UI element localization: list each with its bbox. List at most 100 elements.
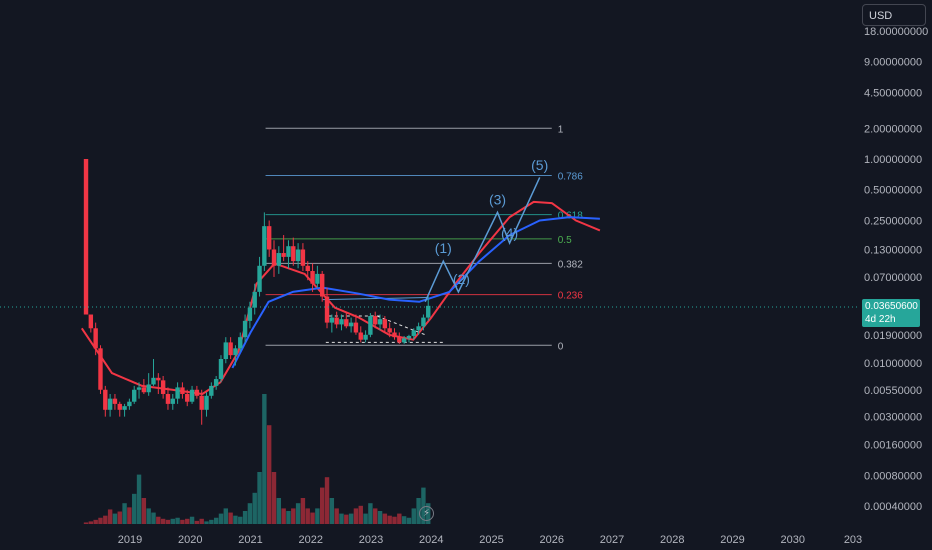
volume-bar bbox=[266, 425, 272, 524]
volume-bar bbox=[185, 518, 190, 524]
lightning-icon[interactable]: ⚡ bbox=[419, 506, 434, 521]
volume-bar bbox=[353, 508, 359, 524]
price-tick-label: 0.13000000 bbox=[864, 244, 922, 256]
volume-bar bbox=[204, 521, 209, 524]
candle-body bbox=[175, 387, 180, 399]
candle-body bbox=[334, 317, 339, 325]
candle-body bbox=[411, 330, 416, 336]
volume-bar bbox=[252, 492, 257, 524]
candle-body bbox=[392, 332, 397, 338]
wave-path bbox=[424, 177, 541, 303]
candle-body bbox=[132, 389, 137, 402]
volume-bar bbox=[286, 511, 291, 524]
fib-level-label: 0.786 bbox=[558, 171, 583, 182]
time-tick-label: 2027 bbox=[600, 534, 624, 546]
volume-bar bbox=[112, 513, 118, 524]
time-axis[interactable]: 2019 2020 2021 2022 2023 2024 2025 2026 2027 2028… bbox=[118, 534, 862, 546]
candle-body bbox=[156, 377, 161, 381]
price-tick-label: 0.00080000 bbox=[864, 470, 922, 482]
time-tick-label: 2020 bbox=[178, 534, 202, 546]
volume-bar bbox=[88, 521, 94, 524]
candle-body bbox=[319, 273, 325, 297]
candle-body bbox=[247, 307, 253, 321]
time-tick-label: 2019 bbox=[118, 534, 142, 546]
candle-body bbox=[368, 316, 373, 335]
price-tick-label: 18.00000000 bbox=[864, 26, 928, 38]
price-axis[interactable]: 18.00000000 9.00000000 4.50000000 2.0000000… bbox=[864, 26, 928, 513]
volume-bar bbox=[199, 518, 204, 524]
time-tick-label: 2030 bbox=[781, 534, 805, 546]
candle-body bbox=[127, 401, 132, 407]
candle-body bbox=[165, 393, 171, 404]
channel-line bbox=[322, 297, 429, 301]
price-tick-label: 0.00300000 bbox=[864, 412, 922, 424]
volume-bars bbox=[83, 394, 431, 524]
volume-bar bbox=[377, 511, 383, 524]
candle-body bbox=[416, 326, 421, 331]
volume-bar bbox=[238, 516, 243, 524]
candle-body bbox=[310, 271, 315, 284]
price-tick-label: 0.50000000 bbox=[864, 185, 922, 197]
candle-body bbox=[185, 393, 190, 402]
candle-body bbox=[358, 332, 363, 340]
candles bbox=[83, 159, 431, 425]
candle-body bbox=[242, 320, 248, 338]
volume-bar bbox=[194, 520, 200, 524]
volume-bar bbox=[156, 516, 161, 524]
candle-body bbox=[300, 249, 306, 266]
price-tick-label: 0.07000000 bbox=[864, 272, 922, 284]
candle-body bbox=[194, 389, 200, 396]
price-tick-label: 1.00000000 bbox=[864, 154, 922, 166]
time-tick-label: 2029 bbox=[720, 534, 744, 546]
candle-body bbox=[160, 380, 166, 394]
volume-bar bbox=[295, 503, 301, 524]
candle-body bbox=[136, 387, 142, 390]
volume-bar bbox=[373, 508, 378, 524]
candle-body bbox=[387, 328, 392, 333]
volume-bar bbox=[165, 519, 171, 524]
current-price-tag: 0.03650600 4d 22h bbox=[862, 299, 920, 327]
candle-body bbox=[107, 398, 113, 410]
price-tick-label: 0.01000000 bbox=[864, 358, 922, 370]
ma-red-line bbox=[80, 200, 601, 395]
time-tick-label: 2022 bbox=[299, 534, 323, 546]
time-tick-label: 2021 bbox=[238, 534, 262, 546]
volume-bar bbox=[339, 513, 344, 524]
price-tick-label: 2.00000000 bbox=[864, 123, 922, 135]
volume-bar bbox=[387, 515, 392, 524]
volume-bar bbox=[334, 508, 339, 524]
wave-label: (4) bbox=[501, 225, 518, 241]
volume-bar bbox=[397, 513, 402, 524]
volume-bar bbox=[416, 498, 421, 524]
volume-bar bbox=[368, 503, 373, 524]
volume-bar bbox=[363, 513, 368, 524]
candle-body bbox=[213, 379, 219, 386]
volume-bar bbox=[151, 512, 156, 524]
currency-button[interactable]: USD bbox=[862, 4, 926, 26]
candle-body bbox=[382, 319, 388, 329]
candle-body bbox=[233, 348, 238, 356]
candle-body bbox=[151, 377, 156, 385]
volume-bar bbox=[93, 519, 98, 524]
candle-body bbox=[223, 342, 228, 360]
time-tick-label: 2023 bbox=[359, 534, 383, 546]
candle-body bbox=[189, 389, 195, 402]
candle-body bbox=[397, 337, 402, 343]
volume-bar bbox=[83, 522, 89, 524]
candle-body bbox=[83, 159, 89, 315]
candle-body bbox=[204, 395, 209, 410]
fib-level-label: 0.236 bbox=[558, 291, 583, 302]
time-tick-label: 2024 bbox=[419, 534, 443, 546]
time-tick-label: 2026 bbox=[540, 534, 564, 546]
candle-body bbox=[281, 253, 286, 257]
candle-body bbox=[377, 319, 383, 325]
volume-bar bbox=[291, 508, 296, 524]
volume-bar bbox=[401, 516, 407, 524]
volume-bar bbox=[319, 487, 325, 524]
ma-blue-line bbox=[231, 216, 600, 369]
elliott-wave[interactable]: (1)(2) (3) (4) (5) bbox=[424, 157, 548, 303]
volume-bar bbox=[136, 474, 142, 524]
volume-bar bbox=[310, 512, 315, 524]
